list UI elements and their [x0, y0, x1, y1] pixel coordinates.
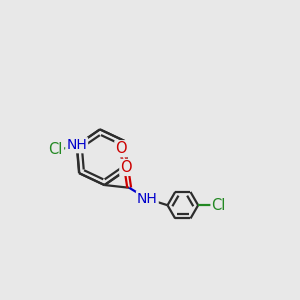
Text: Cl: Cl — [212, 198, 226, 213]
Text: O: O — [120, 160, 132, 175]
Text: NH: NH — [66, 138, 87, 152]
Text: O: O — [116, 141, 127, 156]
Text: Cl: Cl — [49, 142, 63, 157]
Text: NH: NH — [137, 192, 158, 206]
